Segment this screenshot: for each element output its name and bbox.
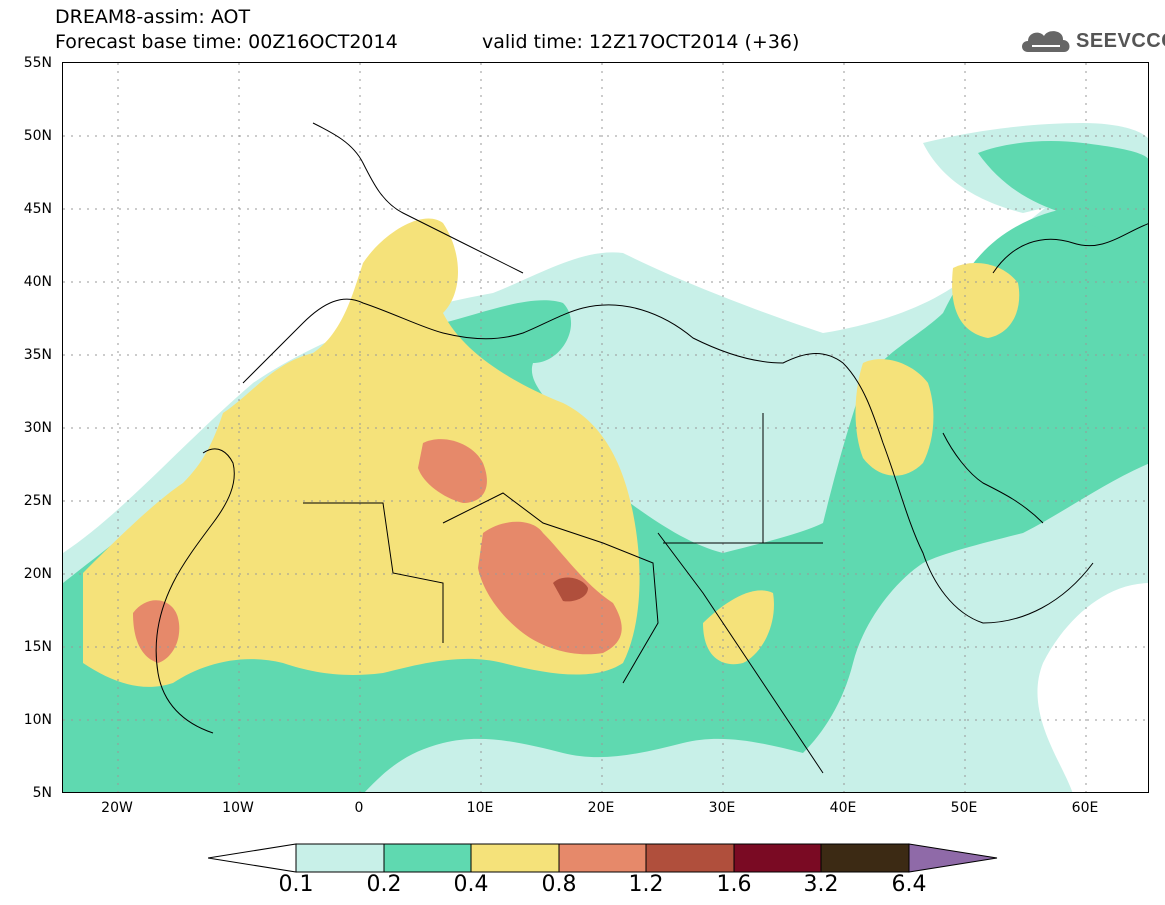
lat-label-15n: 15N [23,639,52,655]
lon-label-50e: 50E [950,800,978,816]
legend-label-0-8: 0.8 [541,872,577,897]
lon-label-40e: 40E [829,800,857,816]
legend-label-1-2: 1.2 [628,872,664,897]
valid-time: valid time: 12Z17OCT2014 (+36) [482,31,800,53]
aot-map [62,62,1149,793]
color-legend-bar [207,843,998,873]
lat-label-25n: 25N [23,493,52,509]
lon-label-20e: 20E [587,800,615,816]
lat-label-30n: 30N [23,420,52,436]
logo-text: SEEVCCC [1076,30,1165,52]
legend-swatch-3 [470,843,560,873]
legend-swatch-5 [645,843,735,873]
legend-swatch-6 [733,843,822,873]
lon-label-60e: 60E [1071,800,1099,816]
legend-label-3-2: 3.2 [803,872,839,897]
lat-label-5n: 5N [32,785,52,801]
lon-label-10w: 10W [222,800,254,816]
color-legend [207,840,998,876]
lat-label-45n: 45N [23,201,52,217]
legend-swatch-1 [295,843,385,873]
legend-label-0-2: 0.2 [366,872,402,897]
legend-above-arrow [908,843,998,873]
aot-field-extreme [553,577,588,602]
forecast-base-time: Forecast base time: 00Z16OCT2014 [55,31,398,53]
legend-swatch-2 [383,843,472,873]
lon-label-0: 0 [354,800,364,816]
lon-label-10e: 10E [466,800,494,816]
seevccc-logo: SEEVCCC [1018,24,1165,58]
legend-label-1-6: 1.6 [716,872,752,897]
legend-swatch-7 [820,843,910,873]
lat-label-10n: 10N [23,712,52,728]
legend-label-0-1: 0.1 [278,872,314,897]
legend-swatch-4 [558,843,647,873]
legend-label-6-4: 6.4 [891,872,927,897]
lat-label-55n: 55N [23,55,52,71]
cloud-icon [1022,31,1070,52]
legend-label-0-4: 0.4 [453,872,489,897]
lat-label-40n: 40N [23,274,52,290]
lon-label-20w: 20W [101,800,133,816]
lat-label-20n: 20N [23,566,52,582]
lon-label-30e: 30E [708,800,736,816]
lat-label-50n: 50N [23,128,52,144]
lat-label-35n: 35N [23,347,52,363]
legend-below-arrow [207,843,297,873]
map-title: DREAM8-assim: AOT [55,6,251,28]
map-canvas [63,63,1148,792]
coastlines-and-borders [155,122,1148,774]
